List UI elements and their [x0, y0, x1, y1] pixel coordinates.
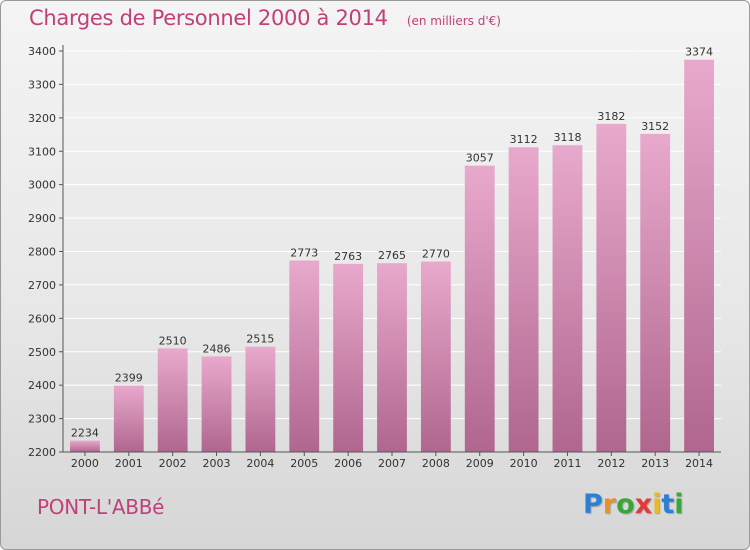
y-tick-label: 3100 — [28, 145, 56, 158]
y-tick-label: 2400 — [28, 379, 56, 392]
bar-2009 — [464, 165, 495, 452]
x-tick-label: 2008 — [422, 457, 450, 470]
x-tick-label: 2005 — [290, 457, 318, 470]
chart-title: Charges de Personnel 2000 à 2014 — [29, 6, 388, 30]
bar-value-label: 2399 — [115, 372, 143, 385]
x-tick-label: 2012 — [597, 457, 625, 470]
title-row: Charges de Personnel 2000 à 2014 (en mil… — [29, 6, 501, 30]
bar-2012 — [596, 123, 627, 453]
y-tick-label: 3400 — [28, 45, 56, 58]
x-tick-label: 2002 — [159, 457, 187, 470]
bar-2011 — [552, 145, 583, 453]
bar-value-label: 3152 — [641, 120, 669, 133]
logo-letter: i — [652, 489, 662, 520]
bar-value-label: 2234 — [71, 427, 99, 440]
x-tick-label: 2000 — [71, 457, 99, 470]
bar-2001 — [113, 385, 144, 452]
bar-2005 — [289, 260, 320, 452]
logo-letter: x — [634, 489, 653, 520]
bar-value-label: 2515 — [246, 333, 274, 346]
x-tick-label: 2013 — [641, 457, 669, 470]
bar-value-label: 3374 — [685, 46, 713, 59]
y-tick-label: 2700 — [28, 279, 56, 292]
bar-value-label: 2486 — [203, 342, 231, 355]
bar-2007 — [377, 263, 407, 452]
logo-letter: r — [602, 489, 617, 520]
x-tick-label: 2006 — [334, 457, 362, 470]
logo-letter: P — [583, 489, 603, 520]
x-tick-label: 2003 — [203, 457, 231, 470]
y-tick-label: 2200 — [28, 446, 56, 459]
x-tick-label: 2010 — [510, 457, 538, 470]
bar-chart: 2234 2399 2510 2486 2515 2773 2763 2765 2770 3057… — [28, 45, 721, 470]
bar-2002 — [157, 348, 188, 452]
bar-value-label: 2773 — [290, 247, 318, 260]
x-tick-label: 2011 — [553, 457, 581, 470]
x-tick-label: 2004 — [246, 457, 274, 470]
bar-value-label: 3182 — [597, 110, 625, 123]
bar-2008 — [420, 261, 451, 452]
x-tick-label: 2001 — [115, 457, 143, 470]
x-tick-label: 2014 — [685, 457, 713, 470]
x-tick-label: 2007 — [378, 457, 406, 470]
bar-value-label: 3112 — [510, 133, 538, 146]
axes: 2200 2300 2400 2500 2600 2700 2800 2900 3000 3100… — [28, 45, 721, 470]
y-tick-label: 2800 — [28, 246, 56, 259]
x-tick-label: 2009 — [466, 457, 494, 470]
y-tick-label: 3000 — [28, 179, 56, 192]
bar-2010 — [508, 147, 539, 453]
bar-value-label: 3057 — [466, 152, 494, 165]
bar-2006 — [333, 263, 364, 452]
bar-value-label: 2763 — [334, 250, 362, 263]
logo-letter: i — [674, 489, 684, 520]
bar-value-label: 3118 — [553, 131, 581, 144]
bar-value-label: 2765 — [378, 249, 406, 262]
y-tick-label: 2500 — [28, 346, 56, 359]
commune-name: PONT-L'ABBé — [37, 495, 165, 519]
bar-2014 — [684, 59, 714, 453]
bars: 2234 2399 2510 2486 2515 2773 2763 2765 2770 3057… — [70, 46, 714, 453]
y-tick-label: 3200 — [28, 112, 56, 125]
bar-value-label: 2510 — [159, 334, 187, 347]
logo-letter: o — [616, 489, 635, 520]
chart-subtitle: (en milliers d'€) — [406, 14, 501, 28]
logo-letter: t — [661, 489, 675, 520]
bar-2013 — [640, 133, 671, 452]
y-tick-label: 2900 — [28, 212, 56, 225]
bar-value-label: 2770 — [422, 248, 450, 261]
bar-2000 — [70, 440, 100, 452]
y-tick-label: 2600 — [28, 312, 56, 325]
bar-2003 — [201, 356, 232, 452]
y-tick-label: 3300 — [28, 78, 56, 91]
bar-2004 — [245, 346, 276, 452]
proxiti-logo[interactable]: Proxiti — [583, 489, 684, 520]
y-tick-label: 2300 — [28, 413, 56, 426]
